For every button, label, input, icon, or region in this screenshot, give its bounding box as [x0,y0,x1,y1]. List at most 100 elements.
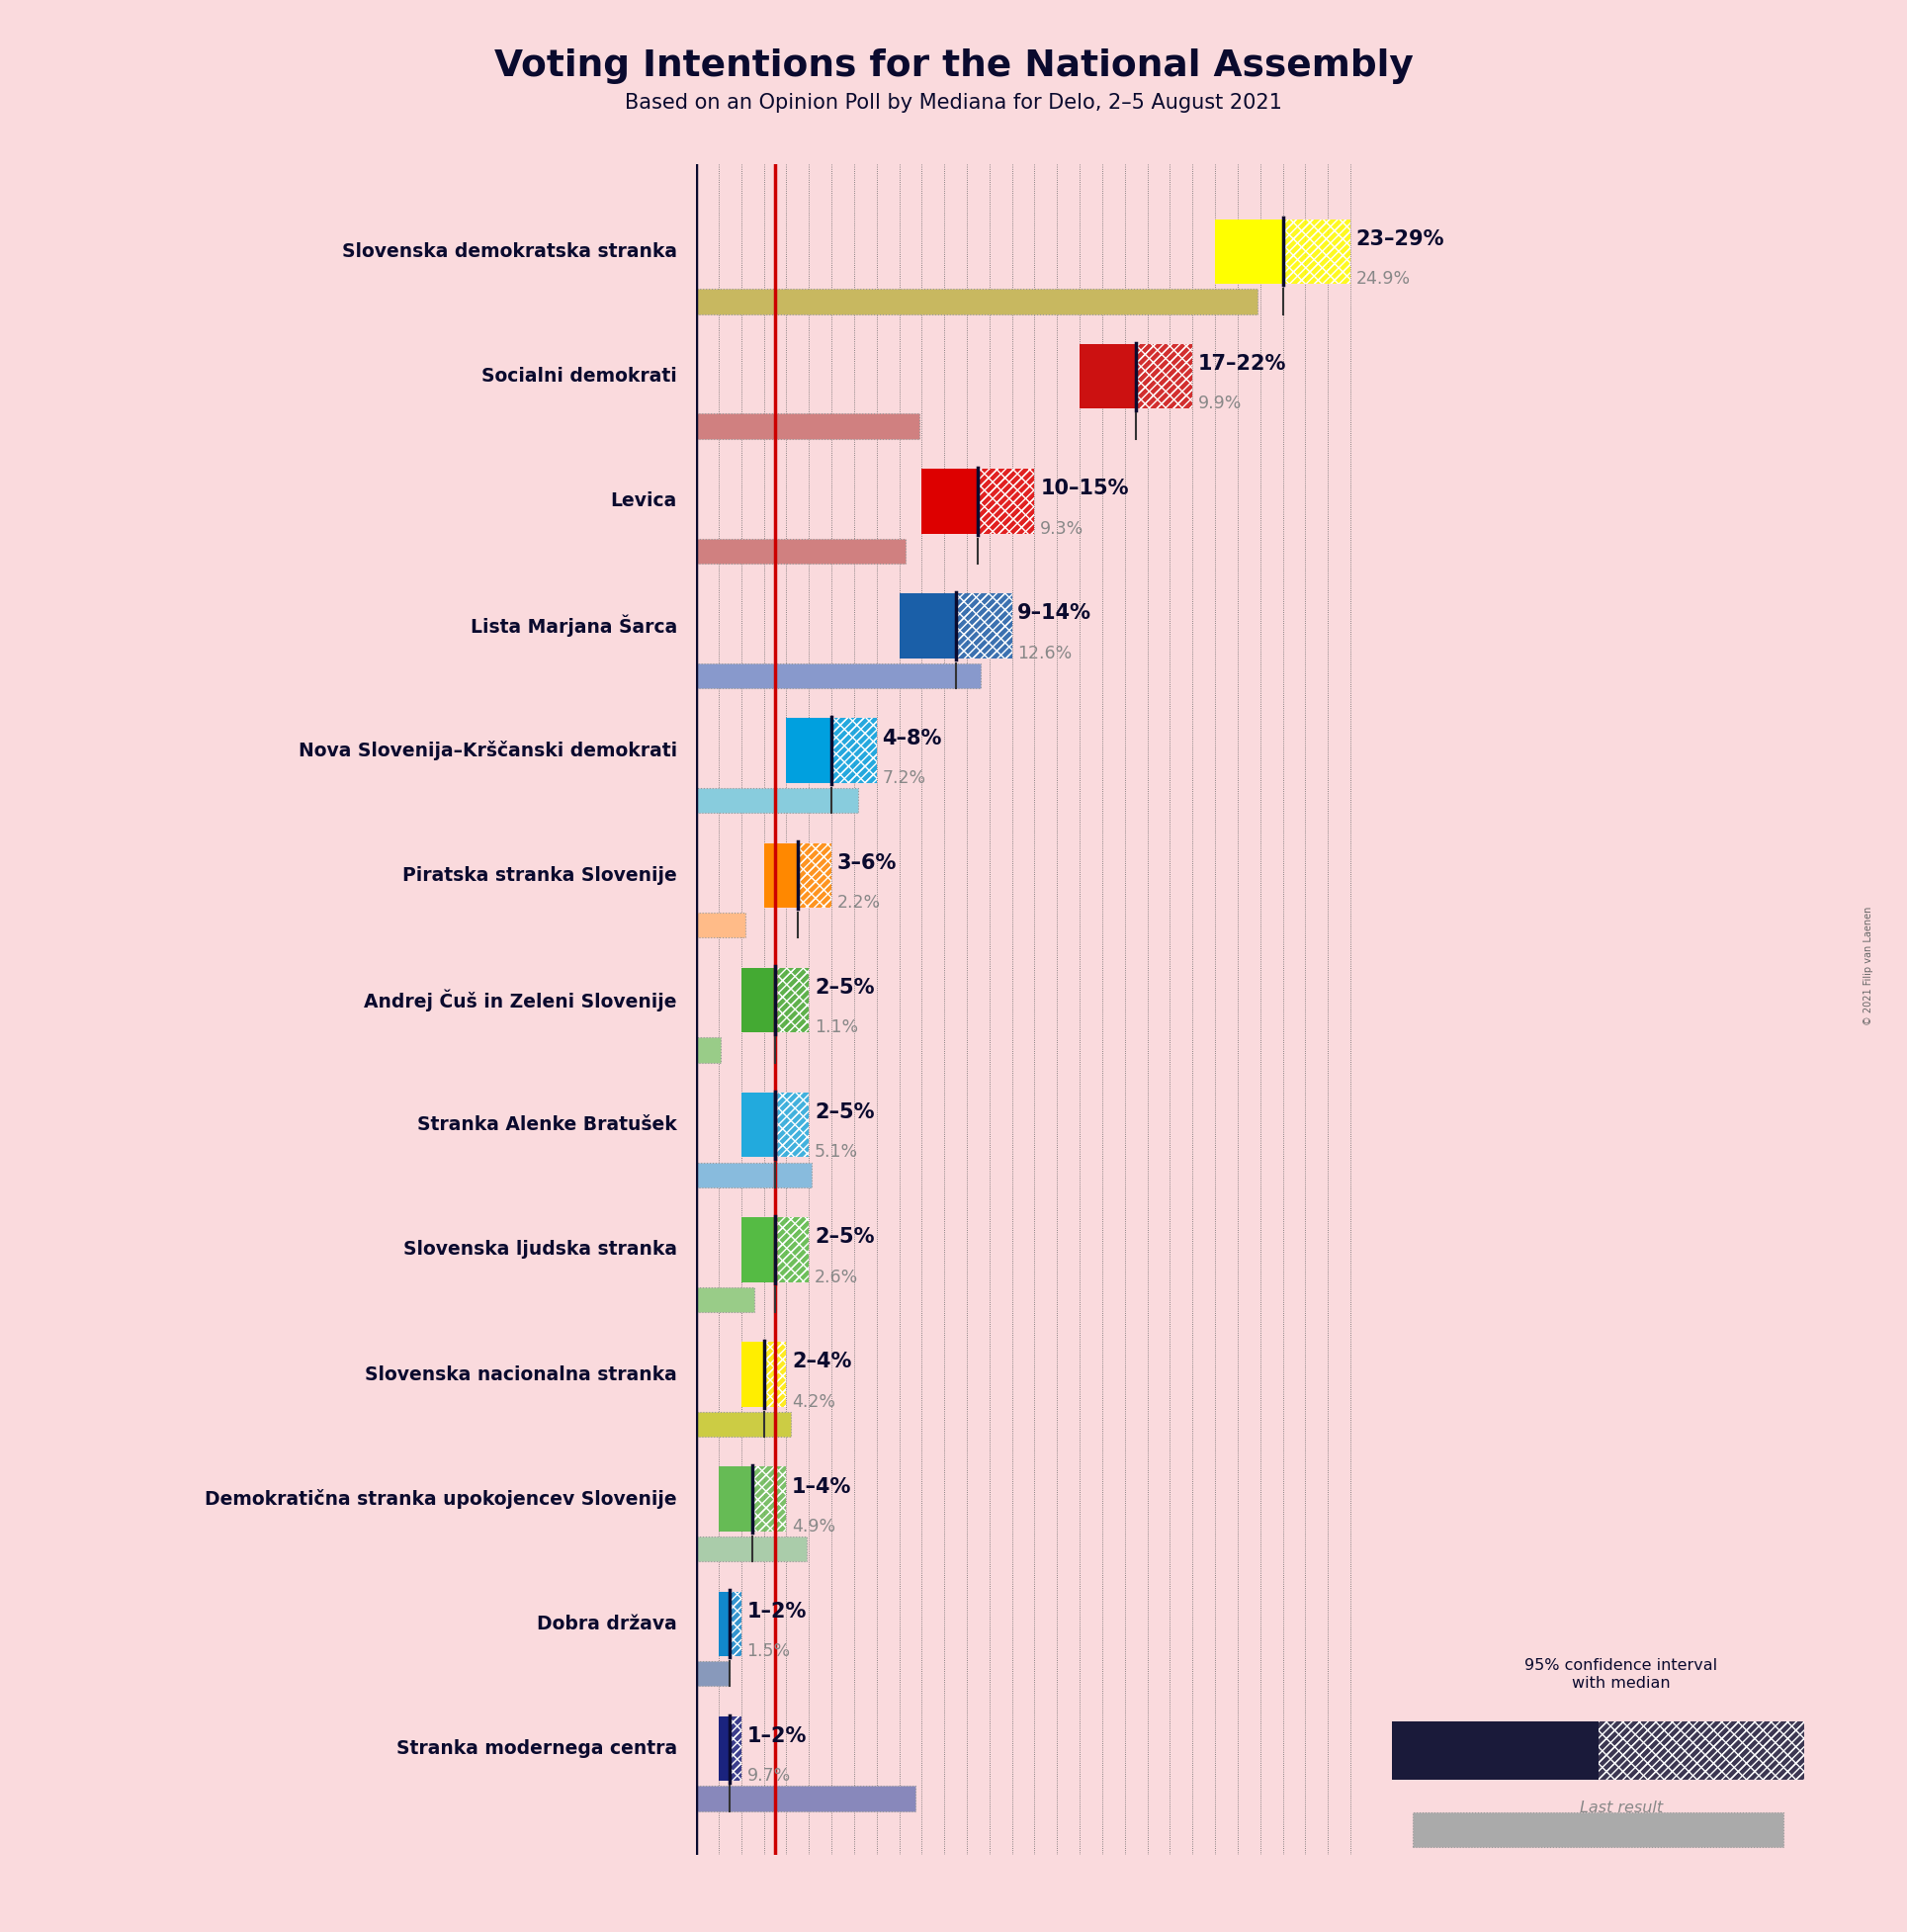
Bar [1137,344,1192,410]
Bar [742,1343,763,1406]
Bar [1283,218,1350,284]
Text: 1–2%: 1–2% [748,1602,807,1621]
Bar [774,1092,809,1157]
Text: 10–15%: 10–15% [1039,479,1129,498]
Bar [1137,344,1192,410]
Bar [730,1592,742,1656]
Bar [978,469,1034,533]
Bar [774,1092,809,1157]
Bar [1413,1812,1783,1847]
Text: 2.2%: 2.2% [837,895,881,912]
Text: 17–22%: 17–22% [1198,354,1287,373]
Bar [774,968,809,1032]
Bar [978,469,1034,533]
Bar [955,593,1013,659]
Bar [1215,218,1283,284]
Bar [696,1287,755,1312]
Bar [730,1716,742,1781]
Bar [797,842,831,908]
Text: 1–2%: 1–2% [748,1727,807,1747]
Text: Socialni demokrati: Socialni demokrati [481,367,677,386]
Bar [730,1716,742,1781]
Text: Slovenska nacionalna stranka: Slovenska nacionalna stranka [364,1366,677,1383]
Text: 5.1%: 5.1% [814,1144,858,1161]
Bar [1079,344,1137,410]
Text: Andrej Čuš in Zeleni Slovenije: Andrej Čuš in Zeleni Slovenije [364,989,677,1010]
Bar [797,842,831,908]
Text: 9.3%: 9.3% [1039,520,1083,537]
Text: 24.9%: 24.9% [1356,270,1411,288]
Bar [730,1592,742,1656]
Bar [696,1163,810,1188]
Bar [955,593,1013,659]
Bar [1283,218,1350,284]
Text: Piratska stranka Slovenije: Piratska stranka Slovenije [402,866,677,885]
Bar [719,1716,730,1781]
Bar [696,413,919,439]
Bar [763,1343,786,1406]
Bar [1392,1721,1598,1779]
Text: 9–14%: 9–14% [1018,603,1093,624]
Text: Dobra država: Dobra država [538,1615,677,1633]
Text: 1.5%: 1.5% [748,1642,789,1660]
Text: 23–29%: 23–29% [1356,230,1446,249]
Text: Stranka Alenke Bratušek: Stranka Alenke Bratušek [418,1115,677,1134]
Text: Lista Marjana Šarca: Lista Marjana Šarca [471,614,677,638]
Text: 7.2%: 7.2% [883,769,925,786]
Bar [742,968,774,1032]
Text: Demokratična stranka upokojencev Slovenije: Demokratična stranka upokojencev Sloveni… [204,1490,677,1509]
Text: © 2021 Filip van Laenen: © 2021 Filip van Laenen [1863,906,1875,1026]
Bar [797,842,831,908]
Text: 2–4%: 2–4% [791,1352,852,1372]
Bar [753,1466,786,1532]
Bar [1598,1721,1804,1779]
Text: Nova Slovenija–Krščanski demokrati: Nova Slovenija–Krščanski demokrati [297,740,677,761]
Bar [753,1466,786,1532]
Bar [696,1536,807,1561]
Bar [753,1466,786,1532]
Bar [696,290,1259,313]
Bar [1137,344,1192,410]
Text: 4–8%: 4–8% [883,728,942,748]
Bar [763,1343,786,1406]
Bar [1598,1721,1804,1779]
Bar [786,719,831,782]
Bar [978,469,1034,533]
Bar [696,1785,915,1810]
Bar [1598,1721,1804,1779]
Text: 2–5%: 2–5% [814,978,873,997]
Bar [1283,218,1350,284]
Bar [719,1466,753,1532]
Bar [831,719,877,782]
Text: 4.9%: 4.9% [791,1519,835,1536]
Bar [831,719,877,782]
Bar [696,1412,791,1437]
Text: 4.2%: 4.2% [791,1393,835,1410]
Bar [742,1217,774,1283]
Text: 9.9%: 9.9% [1198,394,1241,413]
Bar [774,1217,809,1283]
Text: 95% confidence interval
with median: 95% confidence interval with median [1524,1658,1718,1690]
Text: Levica: Levica [610,491,677,510]
Bar [831,719,877,782]
Bar [696,663,980,688]
Text: 3–6%: 3–6% [837,854,896,873]
Bar [763,1343,786,1406]
Text: Slovenska demokratska stranka: Slovenska demokratska stranka [341,242,677,261]
Bar [774,1217,809,1283]
Bar [696,539,906,564]
Bar [742,1092,774,1157]
Bar [730,1716,742,1781]
Bar [774,1217,809,1283]
Bar [774,968,809,1032]
Text: 2–5%: 2–5% [814,1103,873,1122]
Bar [696,912,746,937]
Text: Based on an Opinion Poll by Mediana for Delo, 2–5 August 2021: Based on an Opinion Poll by Mediana for … [625,93,1282,112]
Text: Slovenska ljudska stranka: Slovenska ljudska stranka [402,1240,677,1260]
Bar [719,1592,730,1656]
Bar [900,593,955,659]
Text: 12.6%: 12.6% [1018,645,1072,663]
Bar [774,968,809,1032]
Bar [696,1037,721,1063]
Bar [921,469,978,533]
